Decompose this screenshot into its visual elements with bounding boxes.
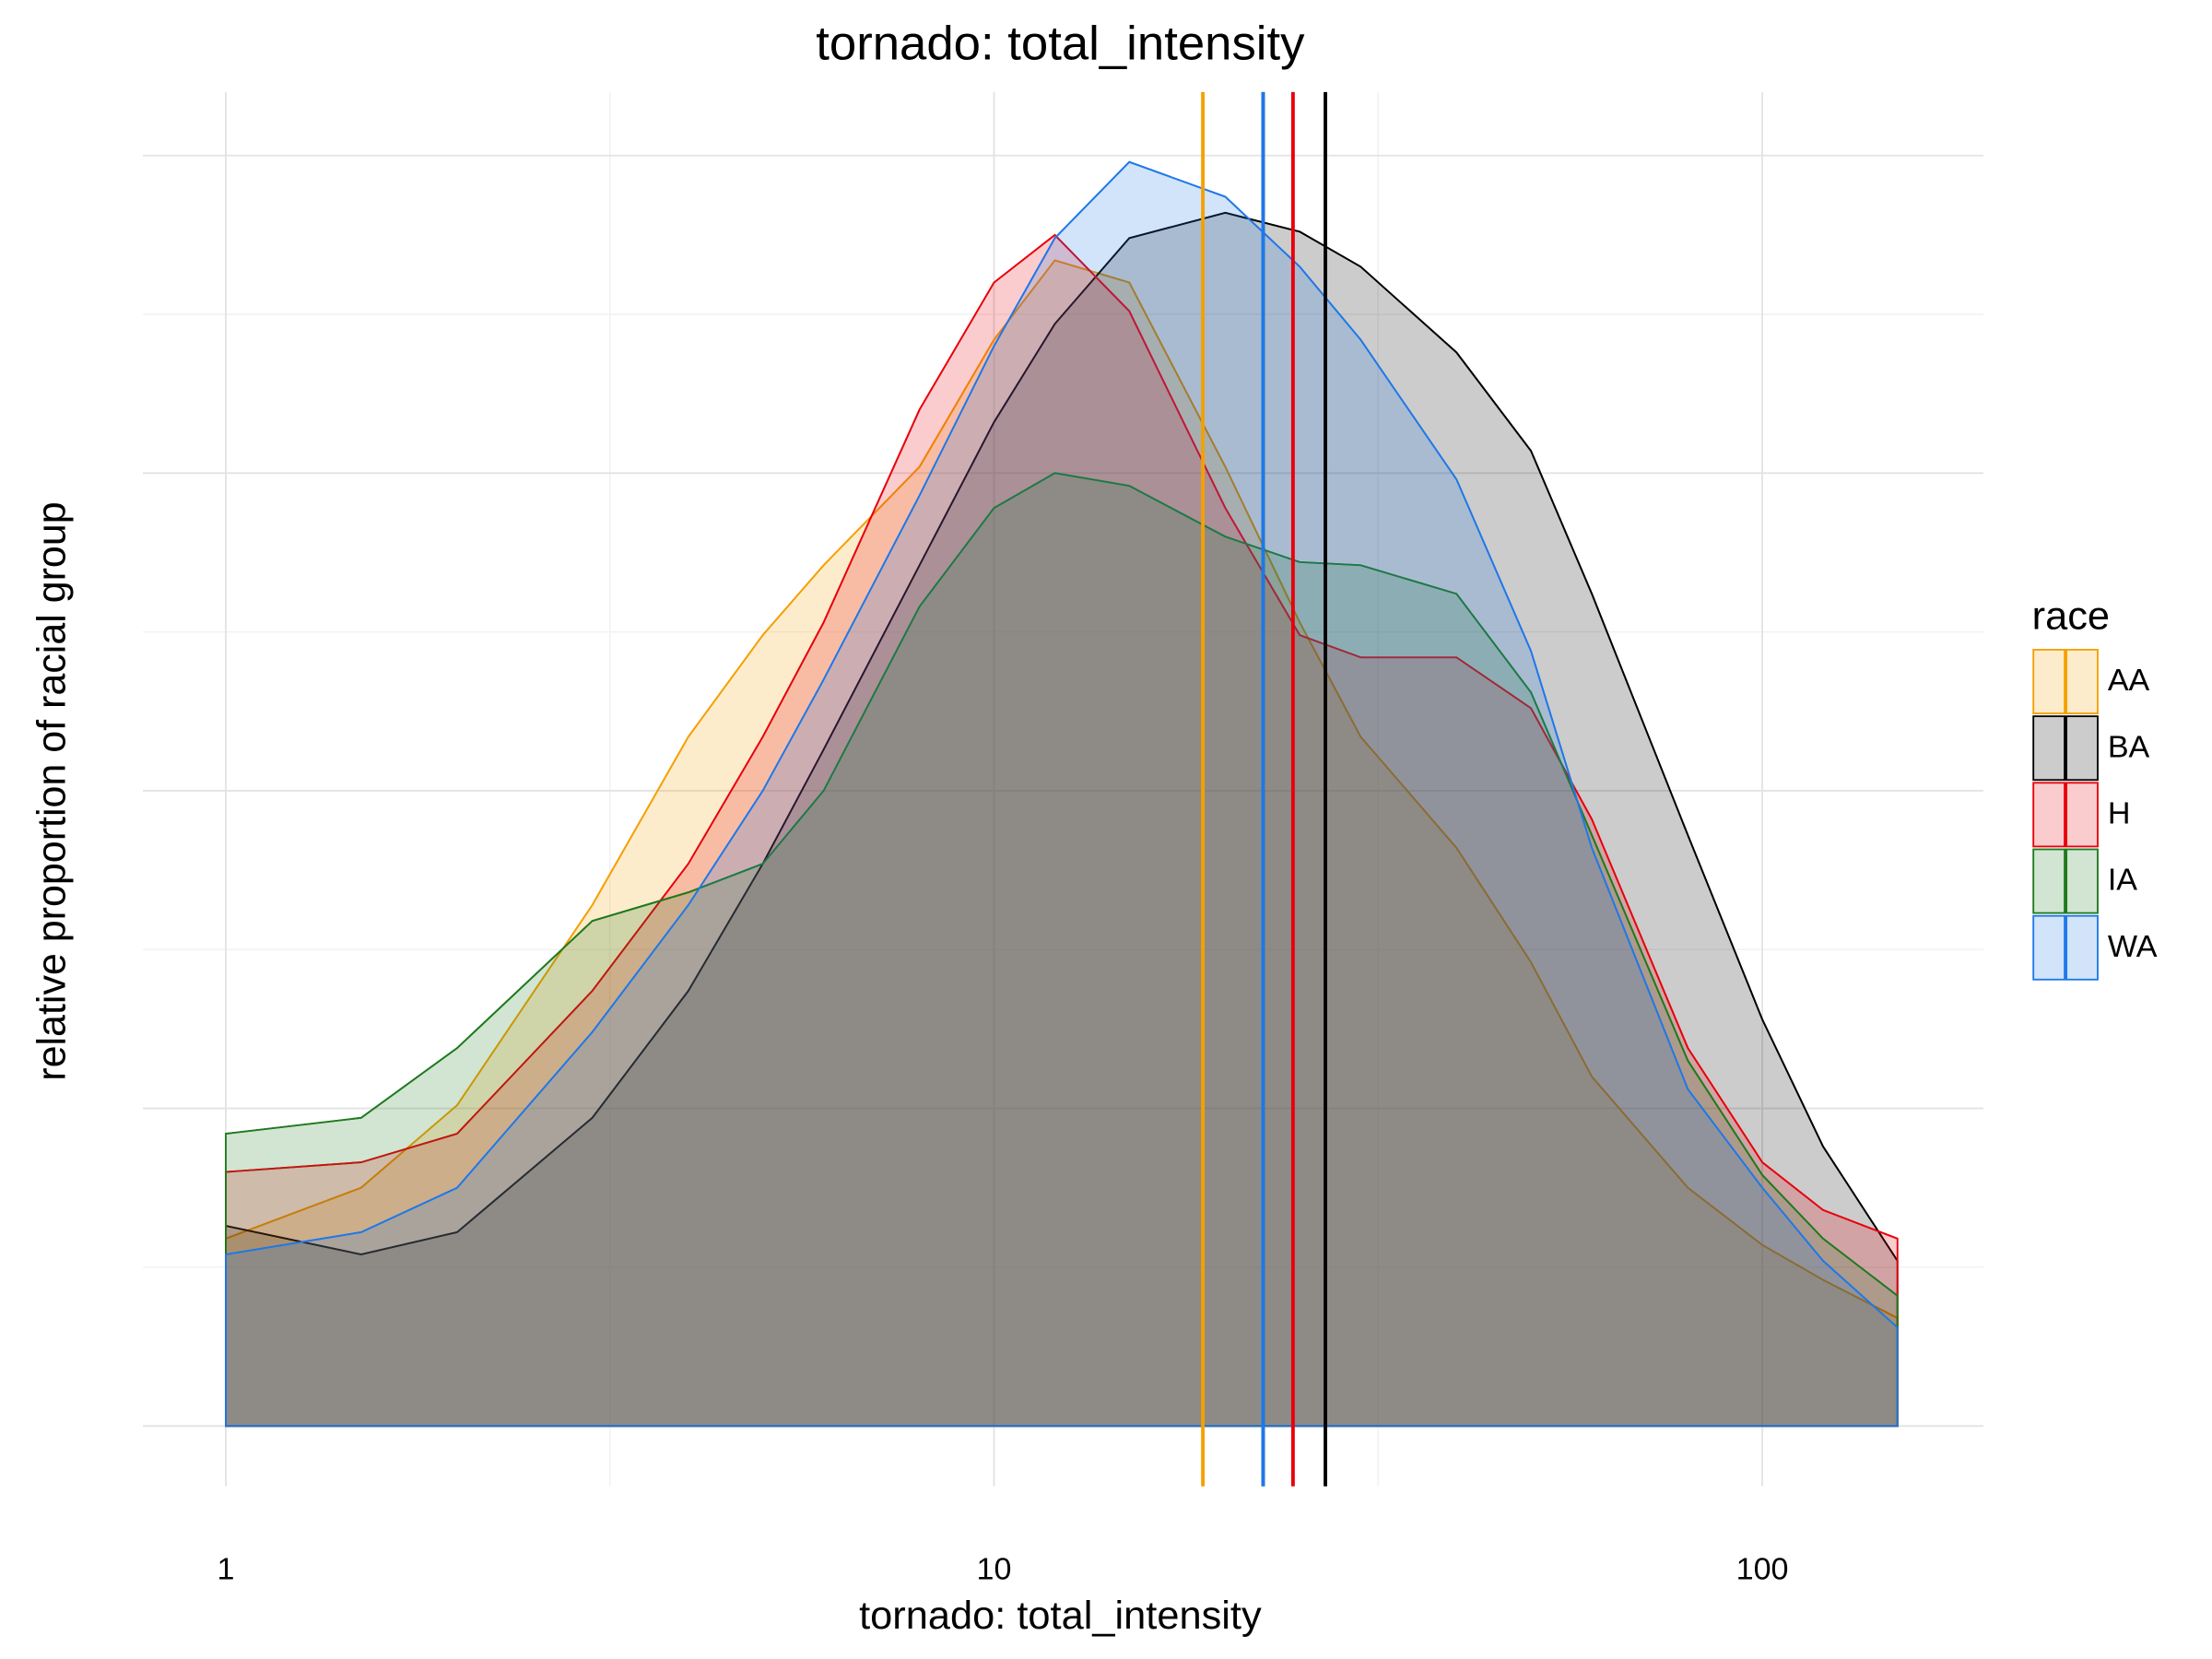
legend-label: WA <box>2108 929 2158 964</box>
density-line <box>225 211 1899 1262</box>
y-axis-label: relative proportion of racial group <box>29 501 74 1080</box>
grid <box>143 91 1983 1487</box>
means <box>1201 91 1328 1487</box>
legend: AA BA H IA WA <box>2032 649 2158 981</box>
legend-label: H <box>2108 796 2131 831</box>
legend-label: BA <box>2108 730 2150 765</box>
x-axis-label: tornado: total_intensity <box>859 1594 1262 1638</box>
density-line <box>225 259 1899 1319</box>
legend-label: AA <box>2108 663 2150 698</box>
x-tick-label: 1 <box>217 1552 234 1587</box>
areas <box>225 160 1899 1428</box>
x-tick-label: 10 <box>977 1552 1012 1587</box>
legend-title: race <box>2032 594 2110 639</box>
density-line <box>225 472 1899 1297</box>
x-tick-label: 100 <box>1736 1552 1789 1587</box>
density-line <box>225 160 1899 1328</box>
legend-label: IA <box>2108 863 2138 898</box>
density-line <box>225 233 1899 1240</box>
chart-title: tornado: total_intensity <box>816 18 1305 71</box>
